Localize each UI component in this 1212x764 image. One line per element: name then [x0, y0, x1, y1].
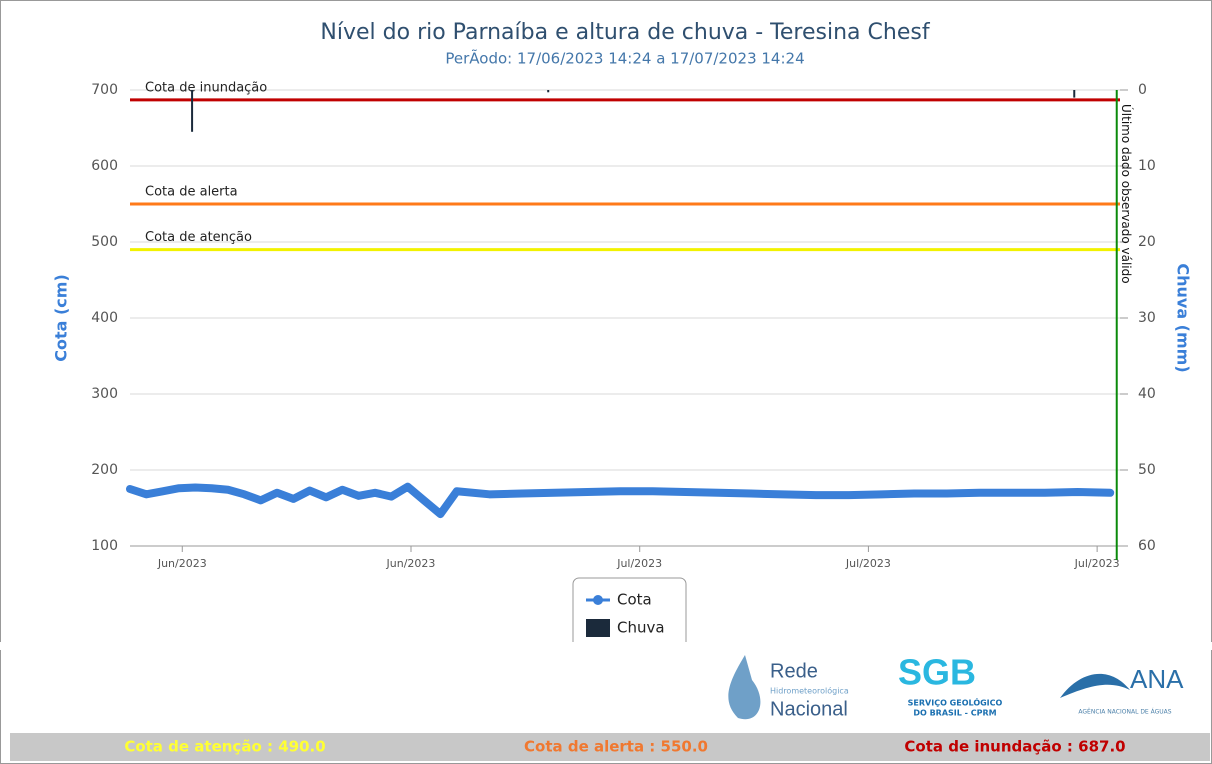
- logo-text: Hidrometeorológica: [770, 686, 849, 696]
- x-tick-label: Jul/2023: [845, 557, 891, 570]
- legend-label: Cota: [617, 591, 652, 609]
- x-tick-label: Jun/2023: [157, 557, 207, 570]
- legend-marker: [593, 595, 603, 605]
- ana-icon: [1060, 673, 1130, 698]
- legend-box: [572, 577, 687, 649]
- threshold-label: Cota de inundação: [145, 80, 267, 95]
- footer-bar: [10, 733, 1210, 761]
- x-tick-label: Jun/2023: [386, 557, 436, 570]
- bar: [547, 90, 550, 93]
- y-axis-label: Cota (cm): [52, 274, 71, 362]
- logo-rede: Rede Hidrometeorológica Nacional: [728, 655, 849, 720]
- y2-tick-label: 30: [1138, 310, 1156, 326]
- y-tick-label: 100: [91, 538, 118, 554]
- threshold-label: Cota de alerta: [145, 185, 238, 200]
- chart-subtitle: PerÃodo: 17/06/2023 14:24 a 17/07/2023 1…: [445, 49, 804, 68]
- y-tick-label: 300: [91, 386, 118, 402]
- last-valid-label: Último dado observado válido: [1119, 104, 1134, 284]
- y2-tick-label: 40: [1138, 386, 1156, 402]
- logo-text: AGÊNCIA NACIONAL DE ÁGUAS: [1078, 708, 1171, 716]
- x-tick-label: Jul/2023: [1074, 557, 1120, 570]
- bar: [191, 90, 194, 132]
- logo-text: ANA: [1130, 664, 1184, 694]
- footer-text: Cota de inundação : 687.0: [904, 738, 1125, 756]
- plot-area: 100 200 300 400 500 600 700 0 10 20 30 40 50 60 Jun/20…: [91, 80, 1156, 570]
- y2-tick-label: 10: [1138, 158, 1156, 174]
- chart-title: Nível do rio Parnaíba e altura de chuva …: [320, 20, 930, 45]
- logo-text: SGB: [898, 652, 976, 693]
- logo-ana: ANA AGÊNCIA NACIONAL DE ÁGUAS: [1060, 664, 1184, 716]
- bar: [1073, 90, 1076, 98]
- footer-text: Cota de atenção : 490.0: [124, 738, 325, 756]
- y2-tick-label: 60: [1138, 538, 1156, 554]
- logo-text: Nacional: [770, 698, 848, 720]
- legend-label: Chuva: [617, 619, 665, 637]
- y-tick-label: 700: [91, 82, 118, 98]
- rede-icon: [728, 655, 761, 720]
- logo-text: SERVIÇO GEOLÓGICO: [908, 697, 1003, 708]
- y-tick-label: 400: [91, 310, 118, 326]
- y2-tick-label: 20: [1138, 234, 1156, 250]
- logo-text: DO BRASIL - CPRM: [913, 709, 996, 718]
- legend-marker: [586, 619, 610, 637]
- threshold-label: Cota de atenção: [145, 230, 252, 245]
- y-tick-label: 600: [91, 158, 118, 174]
- legend-cut: [0, 642, 1212, 650]
- footer-text: Cota de alerta : 550.0: [524, 738, 708, 756]
- y2-axis-label: Chuva (mm): [1174, 263, 1193, 372]
- x-tick-label: Jul/2023: [616, 557, 662, 570]
- y-tick-label: 200: [91, 462, 118, 478]
- logo-text: Rede: [770, 660, 818, 682]
- logo-sgb: SGB SERVIÇO GEOLÓGICO DO BRASIL - CPRM: [898, 652, 1003, 718]
- y2-tick-label: 50: [1138, 462, 1156, 478]
- y2-tick-label: 0: [1138, 82, 1147, 98]
- series-line: [126, 482, 1115, 519]
- y-tick-label: 500: [91, 234, 118, 250]
